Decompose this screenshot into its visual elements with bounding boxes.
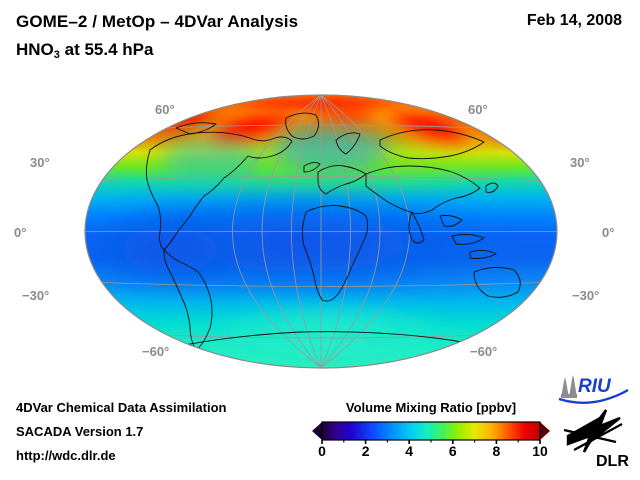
dlr-logo-svg: DLR bbox=[563, 409, 629, 470]
date-label: Feb 14, 2008 bbox=[526, 12, 622, 29]
riu-logo: RIU bbox=[556, 372, 630, 409]
lat-label-left-m60: −60° bbox=[142, 344, 170, 359]
species-formula-prefix: HNO bbox=[16, 40, 54, 59]
lat-label-right-60: 60° bbox=[468, 102, 488, 117]
colorbar-gradient-bar bbox=[321, 421, 541, 441]
species-level-text: at 55.4 hPa bbox=[59, 40, 154, 59]
globe-outline bbox=[84, 94, 558, 369]
species-subtitle: HNO3 at 55.4 hPa bbox=[16, 40, 154, 61]
footer-line-1: 4DVar Chemical Data Assimilation bbox=[16, 400, 227, 415]
colorbar-cap-low bbox=[312, 422, 322, 440]
colorbar-title: Volume Mixing Ratio [ppbv] bbox=[345, 400, 517, 415]
globe-map bbox=[84, 94, 558, 369]
lat-label-right-0: 0° bbox=[602, 225, 615, 240]
colorbar-tick-8: 8 bbox=[492, 443, 501, 459]
dlr-wordmark: DLR bbox=[596, 453, 629, 470]
colorbar-svg bbox=[312, 421, 550, 444]
colorbar bbox=[310, 418, 552, 444]
riu-wordmark: RIU bbox=[578, 376, 612, 397]
colorbar-tick-6: 6 bbox=[448, 443, 457, 459]
lat-label-left-30: 30° bbox=[30, 155, 50, 170]
colorbar-tick-4: 4 bbox=[405, 443, 414, 459]
colorbar-cap-high bbox=[540, 422, 550, 440]
footer-line-2: SACADA Version 1.7 bbox=[16, 424, 144, 439]
map-panel: 60° 30° 0° −30° −60° 60° 30° 0° −30° −60… bbox=[14, 94, 615, 369]
species-formula-subscript: 3 bbox=[53, 49, 60, 61]
colorbar-tick-0: 0 bbox=[318, 443, 326, 459]
coastlines bbox=[145, 112, 541, 359]
lat-label-left-0: 0° bbox=[14, 225, 27, 240]
lat-label-right-m30: −30° bbox=[572, 288, 600, 303]
lat-label-right-30: 30° bbox=[570, 155, 590, 170]
footer-url[interactable]: http://wdc.dlr.de bbox=[16, 448, 116, 463]
colorbar-tick-10: 10 bbox=[532, 443, 548, 459]
dlr-arrow-icon bbox=[563, 409, 623, 453]
riu-logo-svg: RIU bbox=[558, 375, 629, 404]
lat-label-left-m30: −30° bbox=[22, 288, 50, 303]
colorbar-tick-labels: 0 2 4 6 8 10 bbox=[310, 443, 552, 463]
colorbar-tick-2: 2 bbox=[361, 443, 370, 459]
lat-label-right-m60: −60° bbox=[470, 344, 498, 359]
lat-label-left-60: 60° bbox=[155, 102, 175, 117]
page-title: GOME–2 / MetOp – 4DVar Analysis bbox=[16, 12, 299, 31]
colorbar-ticks bbox=[321, 440, 541, 444]
dlr-logo: DLR bbox=[560, 408, 632, 475]
cathedral-spires-icon bbox=[561, 375, 577, 398]
riu-wave-icon bbox=[558, 388, 629, 404]
